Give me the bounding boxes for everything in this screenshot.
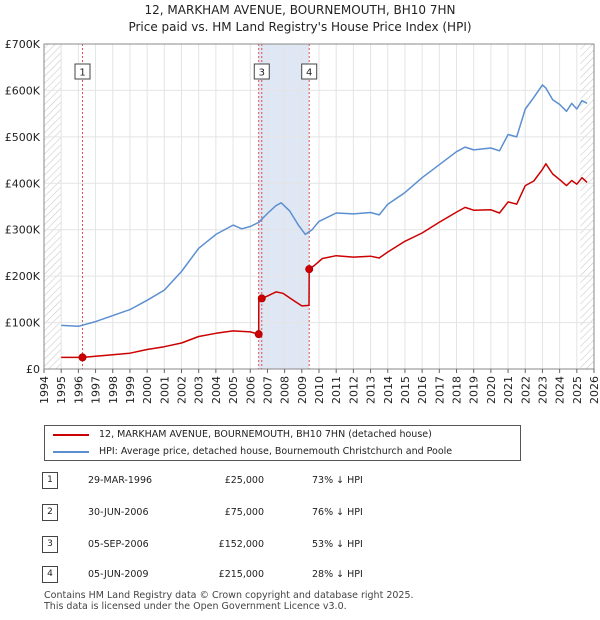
y-tick-label: £700K	[5, 38, 41, 51]
x-tick-label: 2024	[554, 376, 567, 404]
x-tick-label: 2017	[433, 376, 446, 404]
x-tick-label: 2015	[399, 376, 412, 404]
sale-point	[257, 294, 266, 303]
y-tick-label: £100K	[5, 317, 41, 330]
row-marker: 1	[42, 472, 58, 489]
y-tick-label: £500K	[5, 131, 41, 144]
sale-point	[305, 265, 314, 274]
legend-label-property: 12, MARKHAM AVENUE, BOURNEMOUTH, BH10 7H…	[99, 429, 432, 440]
callout-box	[301, 63, 318, 80]
x-tick-label: 2026	[588, 376, 600, 404]
row-marker: 3	[42, 536, 58, 553]
table-row: 2 30-JUN-2006 £75,000 76% ↓ HPI	[0, 504, 600, 522]
hpi-diff: 76% ↓ HPI	[312, 507, 363, 518]
hatched-region	[44, 44, 62, 369]
hatched-region	[580, 44, 594, 369]
x-tick-label: 1997	[90, 376, 103, 404]
hpi-diff: 73% ↓ HPI	[312, 475, 363, 486]
table-row: 4 05-JUN-2009 £215,000 28% ↓ HPI	[0, 566, 600, 584]
callout-box	[74, 63, 91, 80]
y-tick-label: £200K	[5, 270, 41, 283]
x-tick-label: 1994	[38, 376, 51, 404]
legend-swatch-property	[53, 434, 89, 436]
sale-date: 30-JUN-2006	[88, 507, 149, 518]
chart-legend: 12, MARKHAM AVENUE, BOURNEMOUTH, BH10 7H…	[44, 425, 521, 461]
sale-price: £25,000	[224, 475, 264, 486]
hpi-diff: 28% ↓ HPI	[312, 569, 363, 580]
x-tick-label: 2012	[347, 376, 360, 404]
x-tick-label: 2001	[158, 376, 171, 404]
sale-point	[254, 330, 263, 339]
x-tick-label: 2011	[330, 376, 343, 404]
y-tick-label: £600K	[5, 84, 41, 97]
y-tick-label: £400K	[5, 177, 41, 190]
y-tick-label: £300K	[5, 224, 41, 237]
x-tick-label: 1998	[107, 376, 120, 404]
callout-label: 3	[259, 68, 265, 79]
chart-subtitle: Price paid vs. HM Land Registry's House …	[128, 20, 472, 34]
row-marker: 2	[42, 504, 58, 521]
y-tick-label: £0	[26, 363, 40, 376]
sale-date: 29-MAR-1996	[88, 475, 153, 486]
x-tick-label: 2002	[176, 376, 189, 404]
sale-price: £152,000	[218, 539, 264, 550]
x-tick-label: 2019	[468, 376, 481, 404]
x-tick-label: 2007	[261, 376, 274, 404]
x-tick-label: 2022	[519, 376, 532, 404]
row-marker: 4	[42, 566, 58, 583]
x-tick-label: 2009	[296, 376, 309, 404]
x-tick-label: 2004	[210, 376, 223, 404]
table-row: 1 29-MAR-1996 £25,000 73% ↓ HPI	[0, 472, 600, 490]
table-row: 3 05-SEP-2006 £152,000 53% ↓ HPI	[0, 536, 600, 554]
x-tick-label: 2003	[193, 376, 206, 404]
sale-price: £75,000	[224, 507, 264, 518]
x-tick-label: 2005	[227, 376, 240, 404]
footer-copyright: Contains HM Land Registry data © Crown c…	[44, 590, 414, 601]
series-line	[61, 84, 588, 328]
x-tick-label: 2023	[536, 376, 549, 404]
x-tick-label: 2016	[416, 376, 429, 404]
footer-license: This data is licensed under the Open Gov…	[44, 601, 347, 612]
sale-date: 05-SEP-2006	[88, 539, 149, 550]
sale-point	[78, 353, 87, 362]
legend-swatch-hpi	[53, 451, 89, 453]
legend-label-hpi: HPI: Average price, detached house, Bour…	[99, 446, 453, 457]
callout-label: 1	[79, 68, 85, 79]
x-tick-label: 2008	[279, 376, 292, 404]
x-tick-label: 2000	[141, 376, 154, 404]
callout-label: 4	[306, 68, 312, 79]
x-tick-label: 2025	[571, 376, 584, 404]
x-tick-label: 2014	[382, 376, 395, 404]
sale-price: £215,000	[218, 569, 264, 580]
x-tick-label: 2018	[451, 376, 464, 404]
sale-date: 05-JUN-2009	[88, 569, 149, 580]
price-chart: 1 3 4 £0 £100K £200K £300K £400K £500K £600K £700K…	[5, 38, 600, 404]
x-tick-label: 2006	[244, 376, 257, 404]
x-tick-label: 1995	[55, 376, 68, 404]
x-tick-label: 2013	[365, 376, 378, 404]
x-tick-label: 2010	[313, 376, 326, 404]
x-tick-label: 1999	[124, 376, 137, 404]
chart-title-address: 12, MARKHAM AVENUE, BOURNEMOUTH, BH10 7H…	[144, 3, 456, 17]
hpi-diff: 53% ↓ HPI	[312, 539, 363, 550]
callout-box	[253, 63, 270, 80]
x-tick-label: 1996	[72, 376, 85, 404]
x-tick-label: 2021	[502, 376, 515, 404]
series-line	[61, 163, 588, 359]
x-tick-label: 2020	[485, 376, 498, 404]
